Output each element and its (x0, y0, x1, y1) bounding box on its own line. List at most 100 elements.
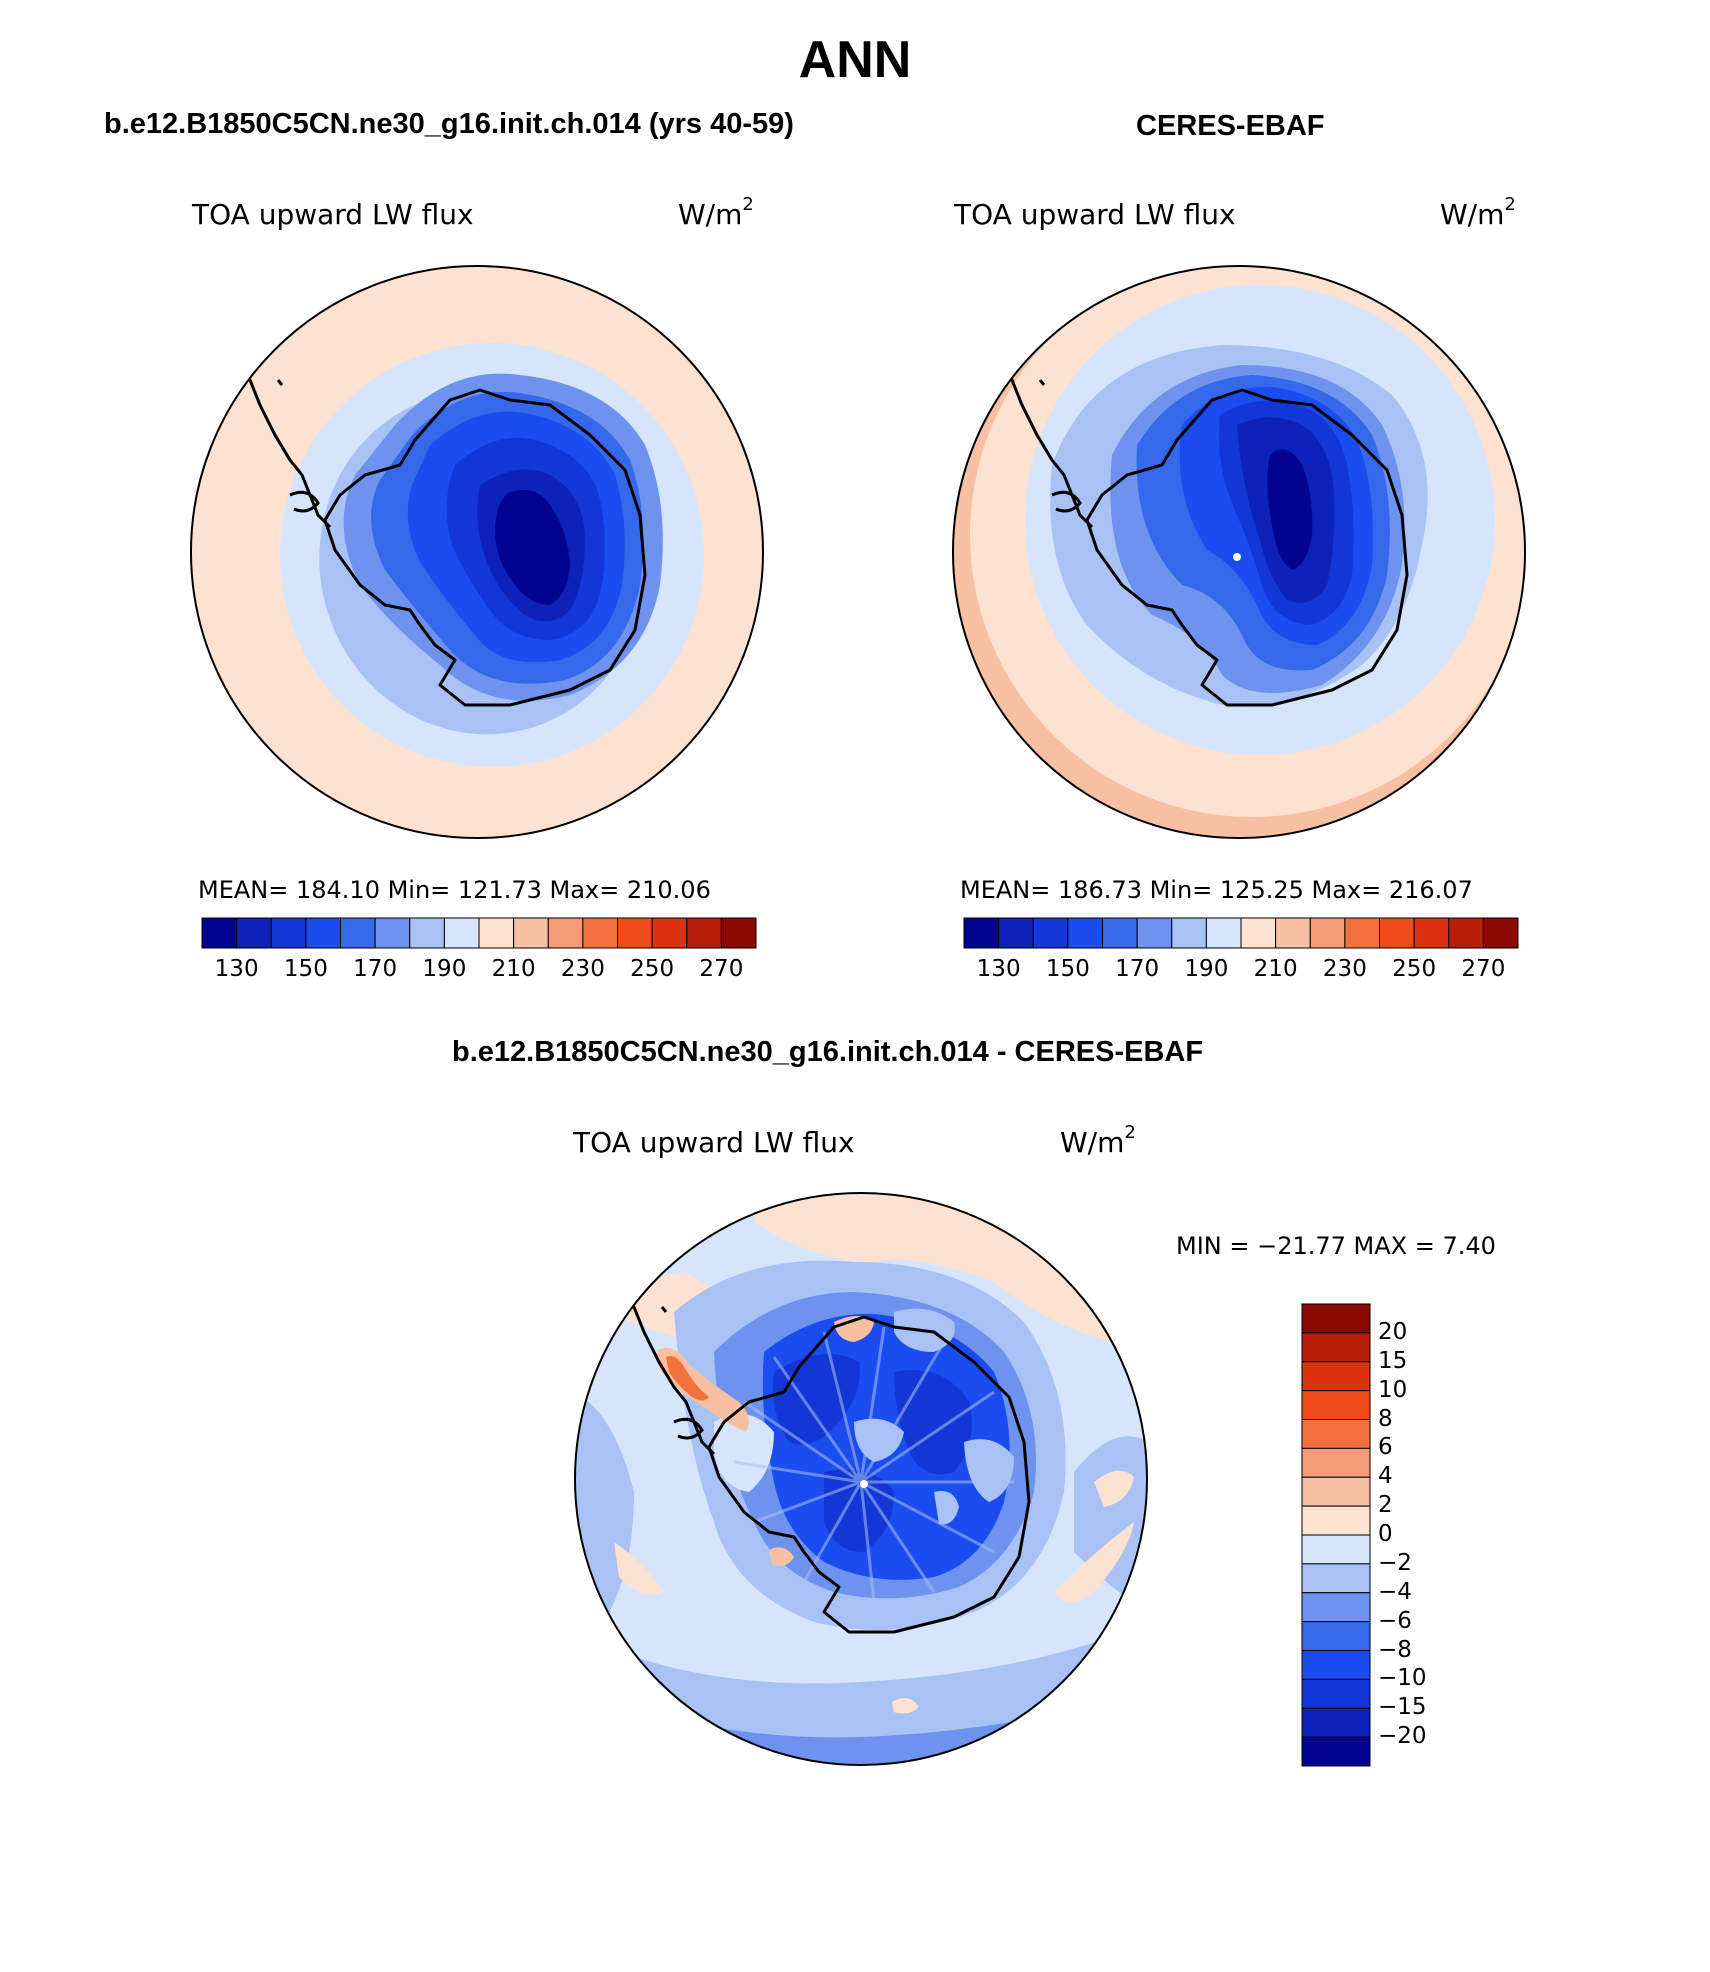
colorbar-swatch (1301, 1534, 1371, 1565)
colorbar-tick-label: −4 (1378, 1578, 1412, 1605)
colorbar-swatch (1379, 917, 1415, 949)
colorbar-swatch (1301, 1592, 1371, 1623)
colorbar-tick-label: −10 (1378, 1665, 1427, 1692)
polar-map-obs (952, 265, 1526, 839)
colorbar-swatch (720, 917, 757, 949)
colorbar-swatch (1301, 1678, 1371, 1709)
polar-map-model (190, 265, 764, 839)
colorbar-tick-label: 2 (1378, 1492, 1393, 1519)
colorbar-swatch (1309, 917, 1346, 949)
colorbar-swatch (651, 917, 688, 949)
colorbar-swatch (1301, 1390, 1371, 1420)
colorbar-tick-label: −2 (1378, 1549, 1412, 1576)
colorbar-tick-label: 0 (1378, 1521, 1393, 1547)
colorbar-tick-label: −20 (1378, 1723, 1427, 1750)
colorbar-swatch (1032, 917, 1069, 949)
colorbar-tick-label: 130 (214, 956, 259, 982)
units-label-model: W/m2 (678, 193, 754, 231)
panel-title-model: b.e12.B1850C5CN.ne30_g16.init.ch.014 (yr… (104, 108, 794, 140)
colorbar-tick-label: 10 (1378, 1376, 1408, 1403)
units-label-diff: W/m2 (1060, 1121, 1136, 1159)
colorbar-tick-label: 130 (976, 956, 1021, 982)
colorbar-tick-label: 170 (353, 956, 398, 982)
colorbar-obs (963, 917, 1519, 949)
colorbar-swatch (1301, 1736, 1371, 1767)
colorbar-swatch (1344, 917, 1380, 949)
colorbar-swatch (478, 917, 515, 949)
colorbar-tick-label: 230 (1322, 956, 1367, 982)
colorbar-swatch (1301, 1563, 1371, 1594)
colorbar-swatch (1171, 917, 1207, 949)
colorbar-swatch (305, 917, 341, 949)
colorbar-swatch (1301, 1621, 1371, 1651)
colorbar-swatch (374, 917, 411, 949)
colorbar-swatch (1301, 1447, 1371, 1478)
colorbar-swatch (998, 917, 1034, 949)
colorbar-tick-label: 230 (560, 956, 605, 982)
colorbar-swatch (1482, 917, 1519, 949)
colorbar-swatch (236, 917, 272, 949)
colorbar-swatch (1301, 1332, 1371, 1363)
panel-title-diff: b.e12.B1850C5CN.ne30_g16.init.ch.014 - C… (452, 1036, 1204, 1068)
colorbar-swatch (1301, 1419, 1371, 1449)
polar-map-diff (574, 1192, 1148, 1766)
colorbar-tick-label: 210 (1253, 956, 1298, 982)
colorbar-swatch (201, 917, 238, 949)
colorbar-swatch (1102, 917, 1138, 949)
colorbar-swatch (582, 917, 618, 949)
stats-model: MEAN= 184.10 Min= 121.73 Max= 210.06 (198, 876, 711, 904)
colorbar-tick-label: 190 (422, 956, 467, 982)
stats-obs: MEAN= 186.73 Min= 125.25 Max= 216.07 (960, 876, 1473, 904)
colorbar-swatch (1301, 1707, 1371, 1738)
colorbar-tick-label: 20 (1378, 1318, 1408, 1345)
colorbar-diff (1301, 1303, 1371, 1767)
colorbar-tick-label: 270 (1461, 956, 1506, 982)
main-title: ANN (798, 31, 912, 89)
colorbar-swatch (1240, 917, 1277, 949)
colorbar-tick-label: −6 (1378, 1607, 1412, 1634)
colorbar-labels-diff: 20 15 10 8 6 4 2 0 −2 −4 −6 −8 −10 −15 −20 (1378, 1304, 1498, 1766)
colorbar-tick-label: 210 (491, 956, 536, 982)
panel-title-obs: CERES-EBAF (1136, 110, 1325, 142)
colorbar-swatch (963, 917, 1000, 949)
colorbar-tick-label: −8 (1378, 1636, 1412, 1663)
colorbar-tick-label: 150 (283, 956, 328, 982)
colorbar-swatch (340, 917, 376, 949)
colorbar-tick-label: 190 (1184, 956, 1229, 982)
colorbar-tick-label: 270 (699, 956, 744, 982)
variable-label-diff: TOA upward LW flux (573, 1126, 855, 1159)
colorbar-ticks-model: 130 150 170 190 210 230 250 270 (202, 956, 756, 986)
colorbar-swatch (270, 917, 307, 949)
colorbar-swatch (1301, 1505, 1371, 1536)
colorbar-swatch (1136, 917, 1173, 949)
colorbar-tick-label: 4 (1378, 1463, 1393, 1490)
colorbar-swatch (443, 917, 480, 949)
colorbar-swatch (1413, 917, 1450, 949)
colorbar-tick-label: 8 (1378, 1405, 1393, 1432)
colorbar-swatch (1301, 1476, 1371, 1507)
variable-label-obs: TOA upward LW flux (954, 198, 1236, 231)
units-label-obs: W/m2 (1440, 193, 1516, 231)
colorbar-tick-label: 250 (630, 956, 675, 982)
colorbar-swatch (617, 917, 653, 949)
variable-label-model: TOA upward LW flux (192, 198, 474, 231)
colorbar-swatch (513, 917, 549, 949)
colorbar-swatch (686, 917, 722, 949)
colorbar-tick-label: 250 (1392, 956, 1437, 982)
colorbar-tick-label: 6 (1378, 1434, 1393, 1461)
colorbar-swatch (1448, 917, 1484, 949)
colorbar-ticks-obs: 130 150 170 190 210 230 250 270 (964, 956, 1518, 986)
colorbar-swatch (1275, 917, 1311, 949)
colorbar-tick-label: 15 (1378, 1347, 1408, 1374)
colorbar-tick-label: 150 (1045, 956, 1090, 982)
colorbar-swatch (1205, 917, 1242, 949)
colorbar-swatch (547, 917, 584, 949)
colorbar-swatch (1301, 1303, 1371, 1334)
colorbar-model (201, 917, 757, 949)
colorbar-tick-label: −15 (1378, 1694, 1427, 1721)
colorbar-swatch (1301, 1650, 1371, 1680)
stats-diff: MIN = −21.77 MAX = 7.40 (1176, 1232, 1496, 1260)
colorbar-tick-label: 170 (1115, 956, 1160, 982)
colorbar-swatch (1067, 917, 1103, 949)
colorbar-swatch (409, 917, 445, 949)
